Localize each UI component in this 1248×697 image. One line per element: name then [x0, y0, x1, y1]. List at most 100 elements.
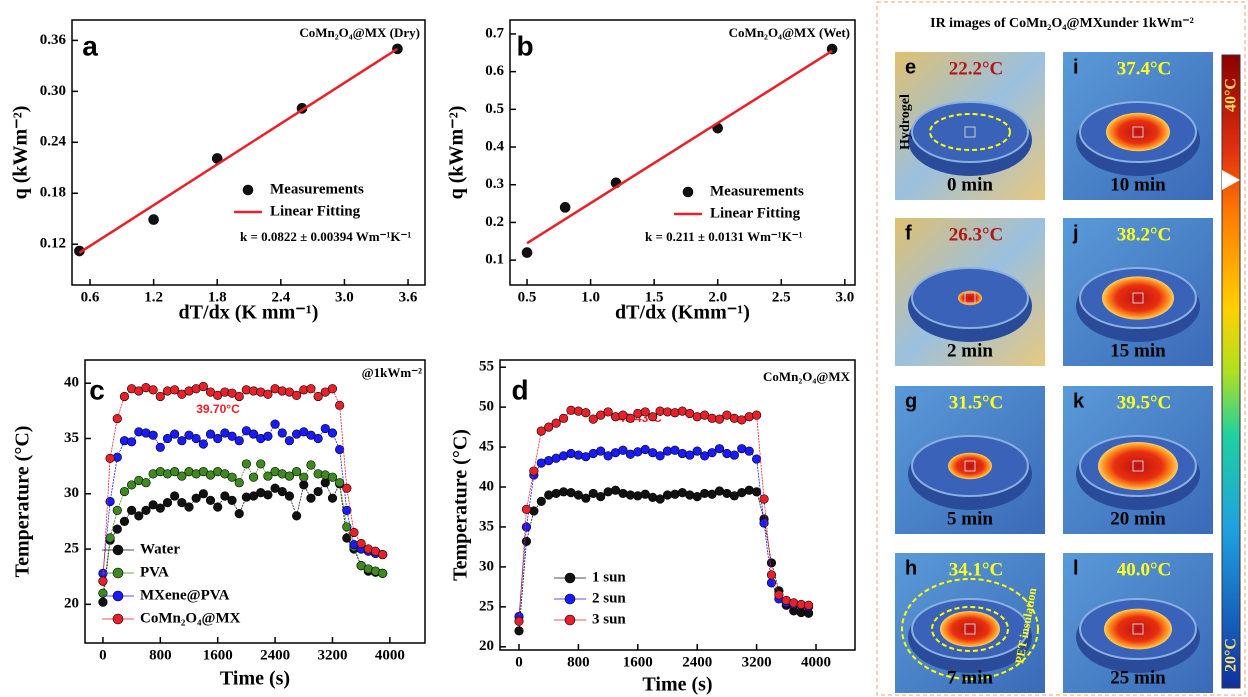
data-point [299, 481, 308, 490]
data-point [113, 525, 122, 534]
data-point [378, 550, 387, 559]
data-point [596, 492, 605, 501]
legend-swatch [683, 187, 693, 197]
y-tick-label: 0.1 [485, 252, 504, 268]
image-time: 25 min [1110, 667, 1166, 688]
data-point [235, 392, 244, 401]
data-point [264, 390, 273, 399]
y-axis-label: Temperature (°C) [450, 429, 472, 581]
figure: IR images of CoMn₂O₄@MXunder 1kWm⁻² 40°C… [0, 0, 1248, 697]
data-point [106, 534, 115, 543]
plot-frame [510, 20, 855, 285]
hydrogel-label: Hydrogel [898, 94, 913, 150]
image-temperature: 40.0°C [1117, 559, 1172, 580]
colorbar [1222, 55, 1240, 688]
image-temperature: 31.5°C [949, 392, 1004, 413]
data-point [285, 492, 294, 501]
data-point [163, 498, 172, 507]
y-tick-label: 0.7 [485, 25, 504, 41]
data-point [745, 447, 754, 456]
legend-swatch [243, 185, 253, 195]
data-point [641, 408, 650, 417]
data-point [634, 492, 643, 501]
data-point [113, 414, 122, 423]
data-point [120, 487, 129, 496]
data-point [185, 503, 194, 512]
data-point [127, 506, 136, 515]
image-letter: e [905, 56, 916, 78]
data-point [522, 537, 531, 546]
y-tick-label: 0.5 [485, 101, 504, 117]
legend-label: MXene@PVA [140, 587, 230, 603]
data-point [178, 436, 187, 445]
image-letter: g [905, 390, 917, 412]
data-point [292, 467, 301, 476]
hot-spot [948, 453, 992, 479]
y-tick-label: 0.36 [40, 32, 67, 48]
hot-spot [1106, 113, 1170, 151]
y-tick-label: 20 [479, 638, 494, 654]
legend-label: 2 sun [592, 590, 626, 606]
legend-swatch [565, 594, 575, 604]
colorbar-max: 40°C [1223, 78, 1240, 112]
data-point [767, 571, 776, 580]
legend-swatch [113, 568, 123, 578]
legend-label: 3 sun [592, 611, 626, 627]
hot-spot [1098, 442, 1178, 490]
data-point [156, 443, 165, 452]
data-point [596, 447, 605, 456]
data-point [522, 505, 531, 514]
data-point [678, 449, 687, 458]
y-tick-label: 30 [479, 558, 494, 574]
data-point [544, 491, 553, 500]
x-tick-label: 1600 [203, 647, 233, 663]
annotation: 39.70°C [196, 402, 240, 416]
image-temperature: 38.2°C [1117, 224, 1172, 245]
data-point [604, 408, 613, 417]
data-point [537, 497, 546, 506]
hot-spot [1104, 609, 1172, 650]
panel-letter: b [516, 30, 533, 61]
data-point [328, 429, 337, 438]
x-tick-label: 1600 [623, 654, 653, 670]
x-tick-label: 3200 [742, 654, 772, 670]
data-point [149, 431, 158, 440]
y-tick-label: 0.24 [40, 134, 67, 150]
data-point [552, 489, 561, 498]
data-point [723, 449, 732, 458]
x-tick-label: 0 [99, 647, 107, 663]
data-point [335, 401, 344, 410]
data-point [715, 444, 724, 453]
legend-label: CoMn₂O₄@MX [140, 610, 241, 626]
data-point [278, 429, 287, 438]
x-axis-label: dT/dx (Kmm⁻¹) [615, 302, 750, 324]
x-tick-label: 4000 [801, 654, 831, 670]
plot-frame [85, 360, 425, 643]
y-tick-label: 0.2 [485, 214, 504, 230]
y-tick-label: 0.3 [485, 176, 504, 192]
data-point [271, 420, 280, 429]
data-point [228, 496, 237, 505]
data-point [228, 473, 237, 482]
chart-title: CoMn₂O₄@MX (Wet) [729, 25, 850, 40]
legend-swatch [113, 614, 123, 624]
legend-label: PVA [140, 564, 169, 580]
x-tick-label: 800 [149, 647, 172, 663]
data-point [515, 617, 524, 626]
data-point [242, 460, 251, 469]
data-line [79, 49, 397, 253]
y-tick-label: 55 [479, 359, 494, 375]
data-point [199, 382, 208, 391]
data-point [789, 599, 798, 608]
data-point [199, 489, 208, 498]
image-temperature: 34.1°C [949, 559, 1004, 580]
data-point [213, 434, 222, 443]
y-axis-label: q (kWm⁻²) [10, 106, 32, 200]
data-point [567, 449, 576, 458]
data-point [142, 478, 151, 487]
image-time: 0 min [947, 174, 993, 195]
data-point [285, 436, 294, 445]
image-letter: l [1073, 557, 1079, 579]
data-point [530, 467, 539, 476]
data-point [611, 412, 620, 421]
